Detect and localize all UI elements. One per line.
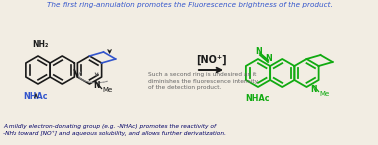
Text: Me: Me: [102, 87, 113, 94]
Text: The first ring-annulation promotes the Fluorescence brightness of the product.: The first ring-annulation promotes the F…: [47, 2, 333, 8]
Text: NHAc: NHAc: [245, 94, 269, 103]
Text: Me: Me: [319, 90, 330, 97]
Text: Such a second ring is undesired as it
diminishes the fluorescence intensity
of t: Such a second ring is undesired as it di…: [148, 72, 258, 90]
Text: N: N: [256, 47, 262, 56]
Text: N: N: [93, 81, 100, 90]
Text: NH₂: NH₂: [32, 40, 48, 49]
Text: N: N: [266, 54, 273, 63]
Text: NHAc: NHAc: [24, 92, 48, 101]
Text: A mildly electron-donating group (e.g. -NHAc) promotes the reactivity of
-NH₂ to: A mildly electron-donating group (e.g. -…: [3, 124, 226, 136]
Text: N: N: [310, 85, 317, 94]
Text: [NO⁺]: [NO⁺]: [196, 55, 226, 65]
